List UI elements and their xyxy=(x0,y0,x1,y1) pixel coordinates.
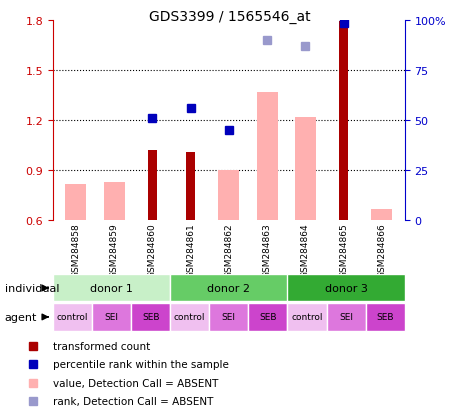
Bar xyxy=(65,184,86,221)
Bar xyxy=(370,209,392,221)
Bar xyxy=(170,275,287,302)
Bar xyxy=(338,22,347,221)
Text: donor 2: donor 2 xyxy=(207,283,250,293)
Text: donor 1: donor 1 xyxy=(90,283,133,293)
Bar xyxy=(170,303,209,332)
Bar xyxy=(294,117,315,221)
Text: control: control xyxy=(291,313,322,322)
Bar xyxy=(131,303,170,332)
Text: donor 3: donor 3 xyxy=(324,283,367,293)
Bar xyxy=(326,303,365,332)
Bar xyxy=(218,171,239,221)
Text: SEI: SEI xyxy=(104,313,118,322)
Bar xyxy=(256,93,277,221)
Bar xyxy=(92,303,131,332)
Text: control: control xyxy=(174,313,205,322)
Text: percentile rank within the sample: percentile rank within the sample xyxy=(53,360,229,370)
Text: SEB: SEB xyxy=(258,313,276,322)
Bar xyxy=(147,151,157,221)
Text: control: control xyxy=(56,313,88,322)
Bar xyxy=(287,275,404,302)
Text: transformed count: transformed count xyxy=(53,341,150,351)
Text: value, Detection Call = ABSENT: value, Detection Call = ABSENT xyxy=(53,378,218,388)
Bar xyxy=(53,303,92,332)
Bar xyxy=(209,303,248,332)
Text: agent: agent xyxy=(5,312,37,322)
Bar xyxy=(287,303,326,332)
Text: GDS3399 / 1565546_at: GDS3399 / 1565546_at xyxy=(149,10,310,24)
Bar xyxy=(185,152,195,221)
Text: rank, Detection Call = ABSENT: rank, Detection Call = ABSENT xyxy=(53,396,213,406)
Bar xyxy=(248,303,287,332)
Text: SEI: SEI xyxy=(338,313,353,322)
Text: individual: individual xyxy=(5,283,59,293)
Text: SEI: SEI xyxy=(221,313,235,322)
Bar xyxy=(53,275,170,302)
Bar xyxy=(103,183,124,221)
Bar xyxy=(365,303,404,332)
Text: SEB: SEB xyxy=(375,313,393,322)
Text: SEB: SEB xyxy=(141,313,159,322)
